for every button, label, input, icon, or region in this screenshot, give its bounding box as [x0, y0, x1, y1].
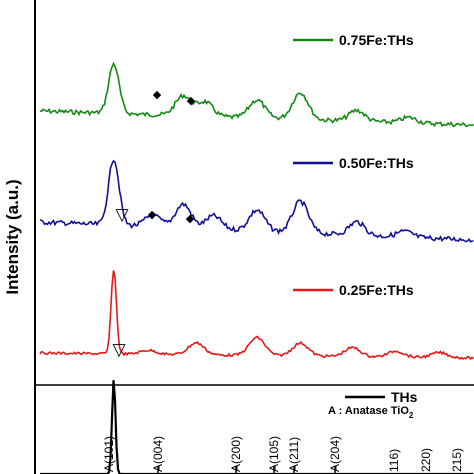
- diamond-marker: ◆: [186, 212, 195, 225]
- peak-label: A(105): [267, 436, 281, 472]
- series-line-3: [40, 380, 474, 474]
- diamond-marker: ◆: [148, 208, 157, 221]
- series-line-2: [39, 270, 474, 361]
- peak-label: A(101): [102, 436, 116, 472]
- anatase-subscript: 2: [409, 411, 414, 420]
- legend-label-3: THs: [391, 389, 418, 405]
- diamond-marker: ◆: [187, 94, 196, 107]
- peak-label: 215): [450, 448, 464, 472]
- series-line-0: [39, 61, 474, 128]
- peak-label: A(200): [229, 436, 243, 472]
- peak-label: A(004): [151, 436, 165, 472]
- peak-label: 220): [419, 448, 433, 472]
- diamond-marker: ◆: [153, 88, 162, 101]
- triangle-marker: ▽: [115, 205, 129, 225]
- triangle-marker: ▽: [112, 340, 126, 360]
- series-line-1: [39, 159, 474, 243]
- legend-label-2: 0.25Fe:THs: [339, 282, 414, 298]
- peak-label: A(204): [328, 436, 342, 472]
- legend-label-0: 0.75Fe:THs: [339, 32, 414, 48]
- anatase-label: A : Anatase TiO2: [328, 405, 414, 420]
- peak-label: A(211): [287, 437, 301, 472]
- legend-label-1: 0.50Fe:THs: [339, 155, 414, 171]
- peak-label: 116): [387, 449, 401, 472]
